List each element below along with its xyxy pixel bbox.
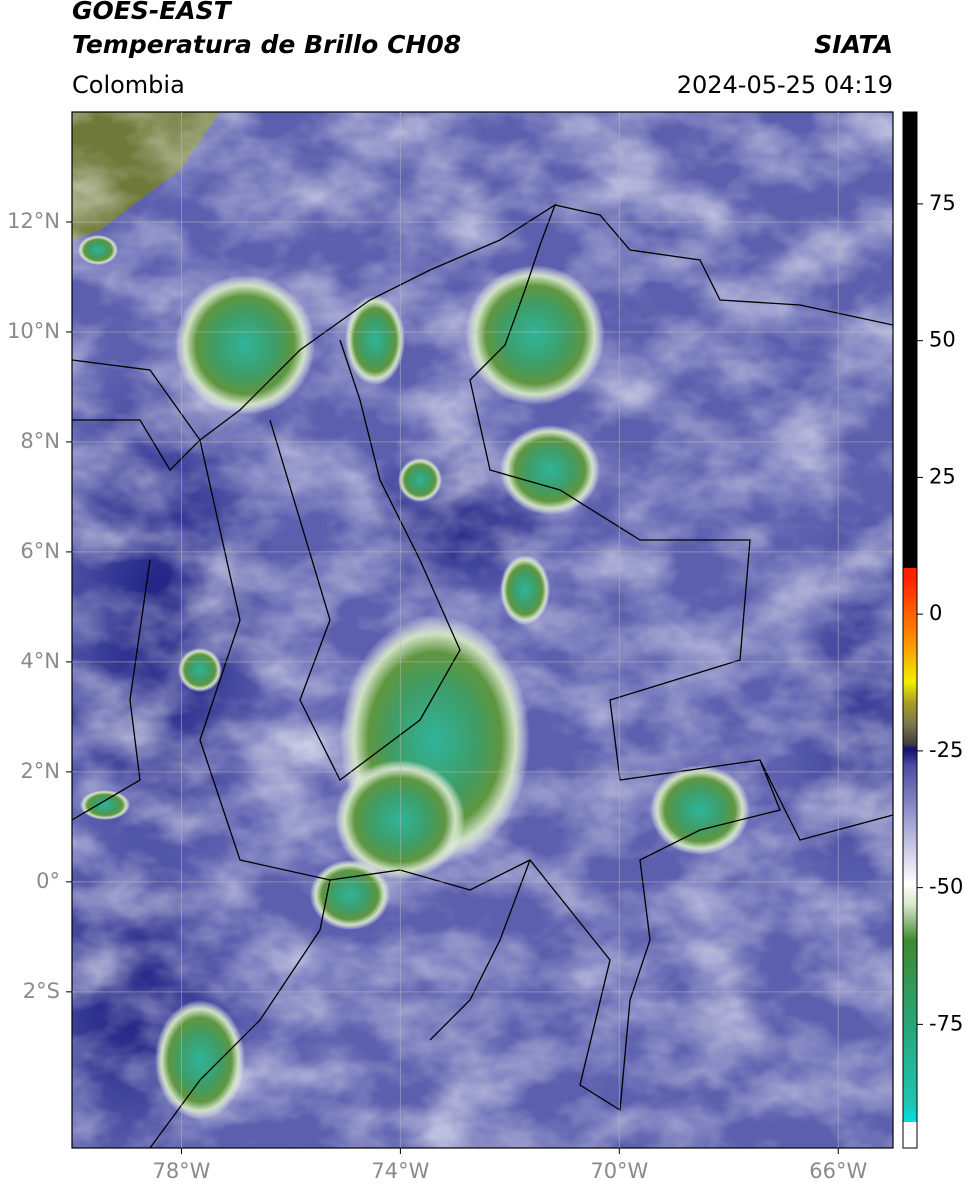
y-tick-label: 6°N [20,539,60,563]
x-tick-label: 74°W [371,1159,429,1183]
source: SIATA [814,30,893,59]
colorbar-tick-label: 50 [929,328,956,352]
x-tick-label: 78°W [152,1159,210,1183]
y-tick-label: 2°S [23,979,60,1003]
colorbar-tick-label: 0 [929,601,942,625]
y-tick-label: 8°N [20,429,60,453]
map-frame [71,111,894,1149]
y-tick-label: 10°N [7,319,60,343]
y-tick-label: 12°N [7,209,60,233]
colorbar-tick-label: 25 [929,464,956,488]
colorbar-tick-label: 75 [929,191,956,215]
colorbar-tick-label: -25 [929,738,963,762]
y-tick-label: 0° [36,869,60,893]
region: Colombia [72,71,185,99]
subtitle: Temperatura de Brillo CH08 [72,30,461,59]
colorbar [902,111,918,1149]
x-tick-label: 66°W [809,1159,867,1183]
colorbar-tick-label: -50 [929,875,963,899]
colorbar-tick-label: -75 [929,1011,963,1035]
satellite-image [72,112,893,1148]
x-tick-label: 70°W [590,1159,648,1183]
timestamp: 2024-05-25 04:19 [677,71,893,99]
title: GOES-EAST [72,0,233,25]
y-tick-label: 4°N [20,649,60,673]
y-tick-label: 2°N [20,759,60,783]
